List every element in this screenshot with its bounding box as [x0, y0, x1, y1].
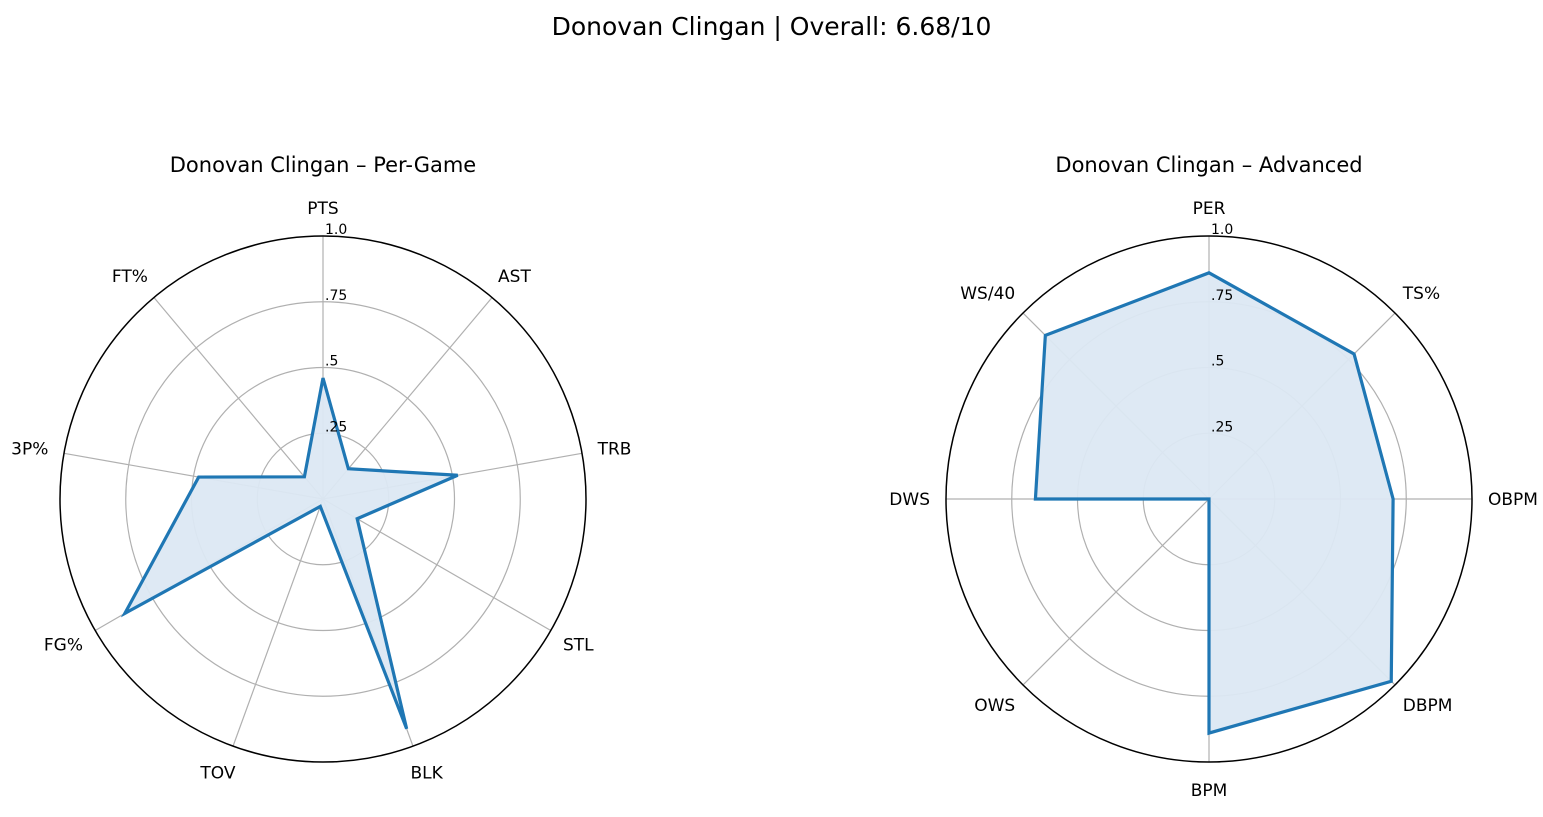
category-label: PTS [307, 199, 338, 219]
category-label: FG% [44, 636, 83, 656]
spoke-line [1022, 498, 1210, 686]
radar-chart-advanced: Donovan Clingan – Advanced .25 .5 .75 1.0 PE… [889, 153, 1538, 801]
category-label: TOV [199, 763, 235, 783]
category-label: TS% [1402, 284, 1440, 304]
radial-tick-label: .5 [1211, 354, 1224, 370]
category-label: OBPM [1488, 490, 1538, 510]
radial-tick-label: .75 [325, 288, 347, 304]
series-area [124, 378, 458, 729]
spoke-line [232, 498, 324, 747]
category-label: BLK [411, 763, 444, 783]
chart-title: Donovan Clingan – Advanced [1055, 153, 1362, 177]
polar-frame [59, 235, 587, 763]
series-line [1033, 271, 1395, 736]
category-label: PER [1193, 199, 1226, 219]
category-label: AST [498, 267, 531, 287]
radial-tick-label: 1.0 [1211, 222, 1233, 238]
spoke-line [322, 498, 552, 632]
radial-tick-label: .25 [325, 419, 347, 435]
radial-tick-label: .25 [1211, 419, 1233, 435]
category-label: WS/40 [960, 284, 1015, 304]
spoke-line [153, 297, 324, 500]
category-label: TRB [597, 439, 632, 459]
category-label: STL [563, 636, 594, 656]
spoke-line [322, 297, 493, 500]
radial-tick-label: 1.0 [325, 222, 347, 238]
radial-tick-label: .75 [1211, 288, 1233, 304]
category-label: OWS [974, 696, 1015, 716]
series-line [120, 377, 459, 730]
category-label: DWS [889, 490, 930, 510]
category-label: BPM [1191, 781, 1228, 801]
radial-tick-label: .5 [325, 354, 338, 370]
category-label: 3P% [11, 439, 48, 459]
chart-title: Donovan Clingan – Per-Game [170, 153, 476, 177]
polar-frame [945, 235, 1473, 763]
category-label: DBPM [1403, 696, 1453, 716]
category-label: FT% [112, 267, 148, 287]
series-area [1035, 272, 1394, 734]
figure-title: Donovan Clingan | Overall: 6.68/10 [551, 12, 992, 41]
radar-chart-per-game: Donovan Clingan – Per-Game .25 .5 .75 1.0 PT… [11, 153, 631, 783]
